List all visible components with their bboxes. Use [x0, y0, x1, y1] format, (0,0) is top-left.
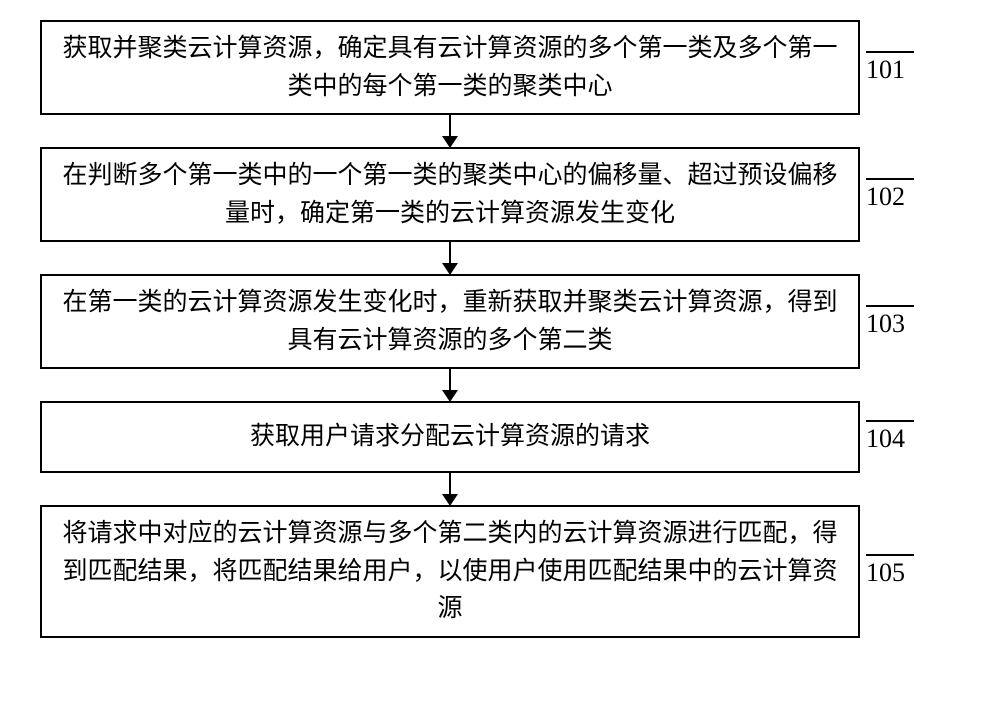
step-box-101: 获取并聚类云计算资源，确定具有云计算资源的多个第一类及多个第一类中的每个第一类的… [40, 20, 860, 115]
arrow-after-102 [40, 242, 860, 274]
step-label-wrap: 104 [866, 420, 914, 454]
step-label: 101 [866, 55, 905, 85]
step-text: 在判断多个第一类中的一个第一类的聚类中心的偏移量、超过预设偏移量时，确定第一类的… [54, 157, 846, 232]
step-label: 102 [866, 182, 905, 212]
step-row-102: 在判断多个第一类中的一个第一类的聚类中心的偏移量、超过预设偏移量时，确定第一类的… [40, 147, 960, 242]
step-label-tick [866, 305, 914, 307]
step-row-101: 获取并聚类云计算资源，确定具有云计算资源的多个第一类及多个第一类中的每个第一类的… [40, 20, 960, 115]
step-label-tick [866, 51, 914, 53]
step-box-105: 将请求中对应的云计算资源与多个第二类内的云计算资源进行匹配，得到匹配结果，将匹配… [40, 505, 860, 638]
step-row-103: 在第一类的云计算资源发生变化时，重新获取并聚类云计算资源，得到具有云计算资源的多… [40, 274, 960, 369]
arrow-icon [442, 115, 458, 147]
arrow-line [449, 115, 451, 137]
step-label: 103 [866, 309, 905, 339]
step-text: 在第一类的云计算资源发生变化时，重新获取并聚类云计算资源，得到具有云计算资源的多… [54, 284, 846, 359]
step-label: 105 [866, 558, 905, 588]
flowchart-container: 获取并聚类云计算资源，确定具有云计算资源的多个第一类及多个第一类中的每个第一类的… [40, 20, 960, 638]
arrow-icon [442, 369, 458, 401]
arrow-head-icon [442, 494, 458, 506]
arrow-head-icon [442, 136, 458, 148]
step-label-tick [866, 420, 914, 422]
step-label-wrap: 101 [866, 51, 914, 85]
step-box-104: 获取用户请求分配云计算资源的请求 [40, 401, 860, 473]
arrow-line [449, 242, 451, 264]
step-label-tick [866, 178, 914, 180]
step-label-wrap: 105 [866, 554, 914, 588]
step-text: 获取并聚类云计算资源，确定具有云计算资源的多个第一类及多个第一类中的每个第一类的… [54, 30, 846, 105]
step-label: 104 [866, 424, 905, 454]
step-text: 将请求中对应的云计算资源与多个第二类内的云计算资源进行匹配，得到匹配结果，将匹配… [54, 515, 846, 628]
arrow-line [449, 369, 451, 391]
step-row-105: 将请求中对应的云计算资源与多个第二类内的云计算资源进行匹配，得到匹配结果，将匹配… [40, 505, 960, 638]
step-text: 获取用户请求分配云计算资源的请求 [250, 418, 650, 456]
arrow-after-101 [40, 115, 860, 147]
arrow-icon [442, 242, 458, 274]
arrow-icon [442, 473, 458, 505]
step-label-wrap: 103 [866, 305, 914, 339]
step-label-wrap: 102 [866, 178, 914, 212]
arrow-after-103 [40, 369, 860, 401]
arrow-line [449, 473, 451, 495]
step-box-103: 在第一类的云计算资源发生变化时，重新获取并聚类云计算资源，得到具有云计算资源的多… [40, 274, 860, 369]
step-label-tick [866, 554, 914, 556]
step-box-102: 在判断多个第一类中的一个第一类的聚类中心的偏移量、超过预设偏移量时，确定第一类的… [40, 147, 860, 242]
step-row-104: 获取用户请求分配云计算资源的请求 104 [40, 401, 960, 473]
arrow-head-icon [442, 390, 458, 402]
arrow-after-104 [40, 473, 860, 505]
arrow-head-icon [442, 263, 458, 275]
